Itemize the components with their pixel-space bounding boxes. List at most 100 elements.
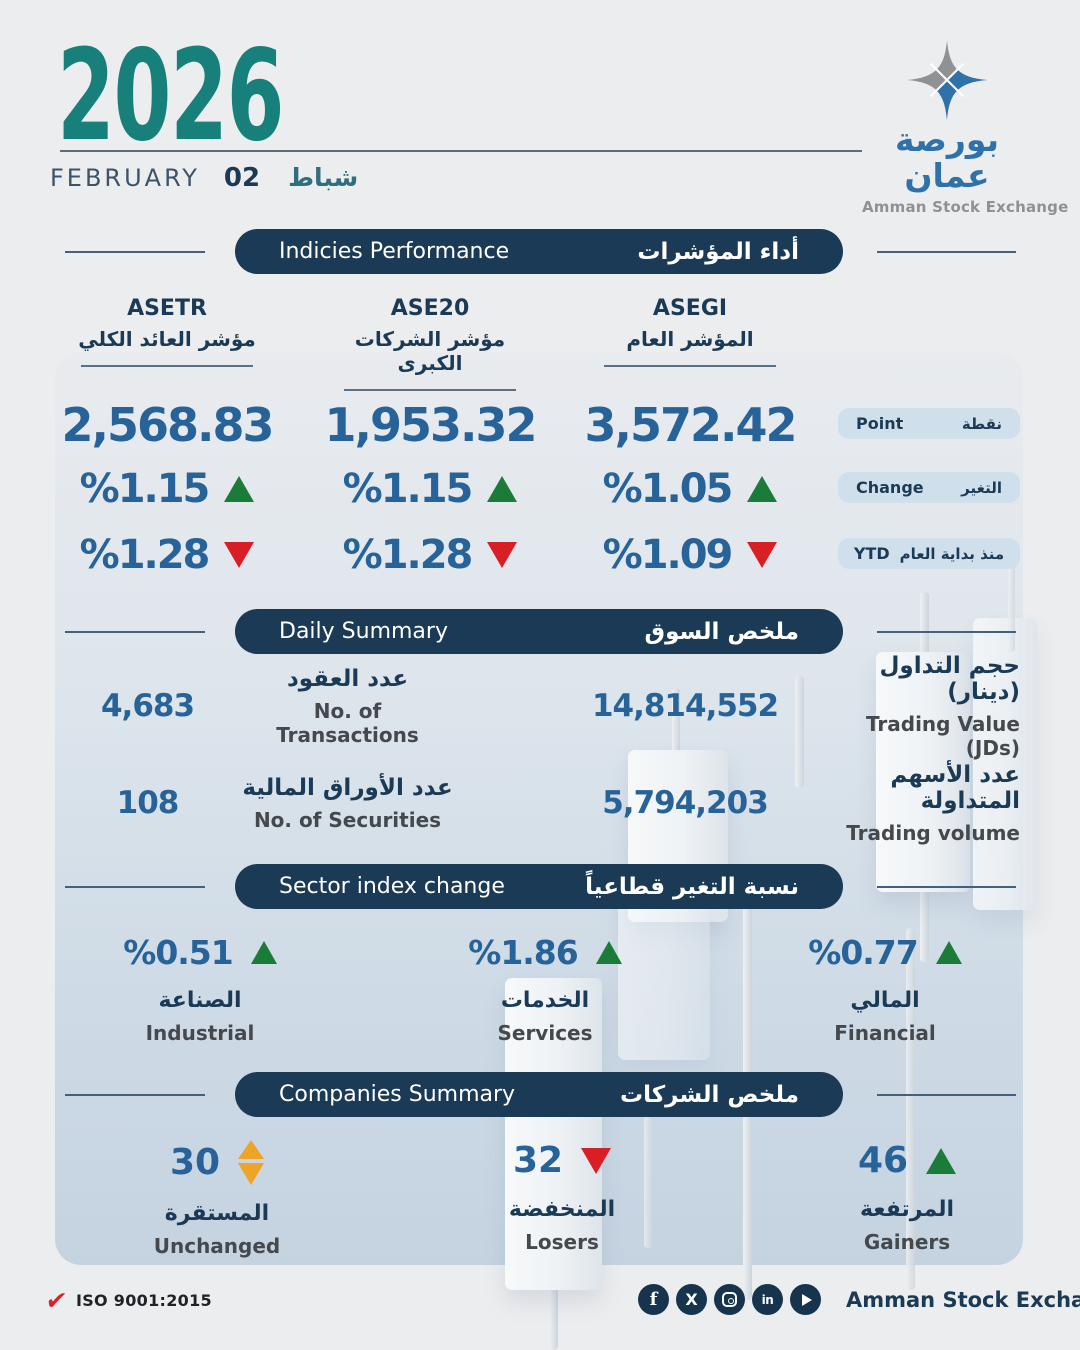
ase20-change: %1.15: [310, 466, 550, 512]
iso-certification: ✔ ISO 9001:2015: [43, 1286, 212, 1315]
companies-label-en: Losers: [525, 1230, 599, 1254]
up-triangle-icon: [487, 476, 518, 502]
section-title-ar: أداء المؤشرات: [637, 238, 799, 265]
candlestick-body: [505, 978, 602, 1290]
down-triangle-icon: [224, 542, 255, 568]
down-triangle-icon: [581, 1147, 612, 1174]
down-triangle-icon: [747, 542, 778, 568]
section-title-en: Daily Summary: [279, 619, 448, 644]
companies-label-ar: المنخفضة: [508, 1197, 616, 1222]
section-title-ar: نسبة التغير قطاعياً: [585, 873, 799, 900]
row-label-en: Point: [856, 414, 904, 433]
section-banner-sector: Sector index change نسبة التغير قطاعياً: [235, 864, 843, 909]
sector-services: %1.86 الخدمات Services: [410, 933, 680, 1045]
sector-financial: %0.77 المالي Financial: [750, 933, 1020, 1045]
companies-value: 46: [857, 1140, 909, 1181]
asegi-point: 3,572.42: [570, 398, 810, 452]
daily-transactions: 4,683 عدد العقود No. of Transactions: [55, 666, 455, 747]
section-title-ar: ملخص الشركات: [620, 1081, 799, 1108]
index-column-ase20: ASE20 مؤشر الشركات الكبرى: [330, 296, 530, 391]
up-triangle-icon: [224, 476, 255, 502]
footer-brand-text: Amman Stock Exchange: [846, 1287, 1080, 1312]
youtube-icon[interactable]: [790, 1284, 821, 1315]
up-triangle-icon: [926, 1147, 957, 1174]
banner-sideline: [65, 1094, 205, 1096]
year-title: 2026: [57, 22, 284, 169]
companies-losers: 32 المنخفضة Losers: [427, 1140, 697, 1254]
index-code: ASEGI: [652, 296, 728, 321]
daily-label-en: Trading volume: [846, 820, 1020, 845]
candlestick-wick: [672, 688, 680, 758]
up-triangle-icon: [250, 941, 277, 964]
row-label-ar: نقطة: [961, 414, 1002, 433]
ytd-value: %1.09: [602, 532, 734, 578]
candlestick-wick: [906, 928, 915, 1290]
change-value: %1.15: [342, 466, 474, 512]
unchanged-diamond-icon: [238, 1140, 265, 1185]
facebook-icon[interactable]: f: [638, 1284, 669, 1315]
companies-label-ar: المستقرة: [164, 1201, 270, 1226]
row-label-ar: منذ بداية العام: [899, 544, 1005, 563]
candlestick-wick: [1008, 560, 1015, 652]
banner-sideline: [877, 631, 1016, 633]
banner-sideline: [65, 886, 205, 888]
companies-label-en: Unchanged: [153, 1234, 281, 1258]
column-underline: [604, 365, 776, 367]
up-triangle-icon: [747, 476, 778, 502]
section-title-en: Indicies Performance: [279, 239, 510, 264]
checkmark-icon: ✔: [43, 1286, 69, 1315]
row-label-ar: التغير: [961, 478, 1002, 497]
daily-value: 14,814,552: [591, 688, 779, 724]
logo-name-arabic: بورصة عمان: [895, 120, 999, 196]
index-column-asegi: ASEGI المؤشر العام: [590, 296, 790, 367]
section-banner-indices: Indicies Performance أداء المؤشرات: [235, 229, 843, 274]
sector-value: %0.51: [123, 933, 233, 972]
asetr-change: %1.15: [47, 466, 287, 512]
daily-trading-value: 14,814,552 حجم التداول (دينار) Trading V…: [560, 653, 1020, 760]
sector-value: %1.86: [468, 933, 578, 972]
column-underline: [344, 389, 516, 391]
section-title-ar: ملخص السوق: [644, 618, 800, 645]
sector-label-en: Financial: [834, 1021, 936, 1045]
month-english: FEBRUARY: [50, 164, 200, 192]
column-underline: [81, 365, 253, 367]
index-name-arabic: مؤشر العائد الكلي: [78, 327, 256, 351]
logo-name-english: Amman Stock Exchange: [862, 197, 1069, 216]
index-code: ASETR: [127, 296, 207, 321]
banner-sideline: [65, 631, 205, 633]
footer-social-row: f X in Amman Stock Exchange: [638, 1284, 1080, 1315]
daily-securities: 108 عدد الأوراق المالية No. of Securitie…: [55, 763, 455, 843]
ytd-value: %1.28: [342, 532, 474, 578]
row-label-point: Point نقطة: [838, 408, 1020, 439]
candlestick-body: [876, 652, 970, 892]
header-divider: [60, 150, 862, 152]
companies-label-en: Gainers: [863, 1230, 951, 1254]
companies-value: 30: [169, 1142, 221, 1183]
sector-value: %0.77: [808, 933, 918, 972]
report-date: FEBRUARY 02 شباط: [50, 163, 358, 193]
companies-label-ar: المرتفعة: [859, 1197, 955, 1222]
index-name-arabic: مؤشر الشركات الكبرى: [354, 327, 506, 375]
daily-value: 4,683: [100, 688, 195, 724]
daily-label-ar: عدد الأسهم المتداولة: [890, 761, 1020, 814]
change-value: %1.15: [79, 466, 211, 512]
daily-label-ar: عدد الأوراق المالية: [242, 774, 453, 801]
daily-value: 5,794,203: [602, 785, 769, 821]
banner-sideline: [65, 251, 205, 253]
up-triangle-icon: [935, 941, 962, 964]
instagram-icon[interactable]: [714, 1284, 745, 1315]
banner-sideline: [877, 886, 1016, 888]
month-arabic: شباط: [288, 163, 359, 192]
linkedin-icon[interactable]: in: [752, 1284, 783, 1315]
ase20-point: 1,953.32: [310, 398, 550, 452]
iso-text: ISO 9001:2015: [75, 1291, 212, 1310]
candlestick-wick: [644, 1116, 653, 1248]
daily-label-ar: حجم التداول (دينار): [879, 652, 1020, 705]
ytd-value: %1.28: [79, 532, 211, 578]
section-title-en: Companies Summary: [279, 1082, 516, 1107]
x-twitter-icon[interactable]: X: [676, 1284, 707, 1315]
asegi-ytd: %1.09: [570, 532, 810, 578]
companies-gainers: 46 المرتفعة Gainers: [772, 1140, 1042, 1254]
asetr-point: 2,568.83: [47, 398, 287, 452]
